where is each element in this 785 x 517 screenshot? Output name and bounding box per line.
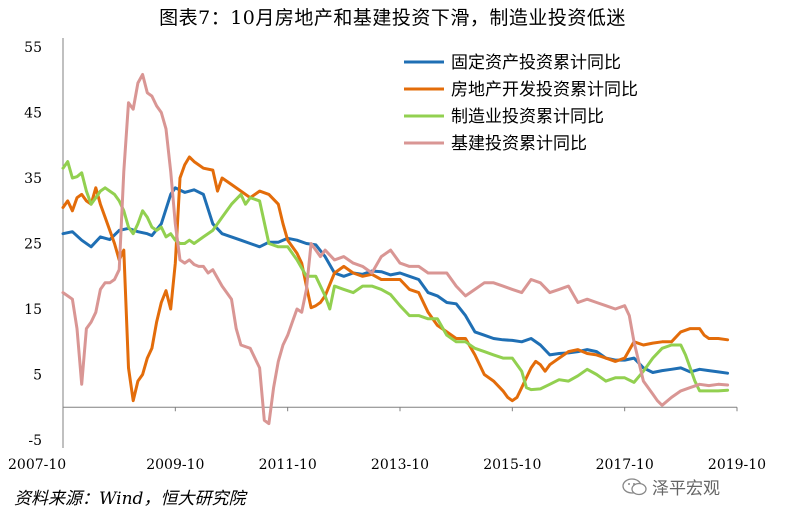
series-line-3 [61, 73, 730, 426]
x-tick-label: 2017-10 [596, 457, 654, 473]
x-tick-label: 2019-10 [708, 457, 766, 473]
y-tick-label: 15 [24, 302, 42, 318]
x-axis-ticks: 2007-10 2009-10 2011-10 2013-10 2015-10 2017-… [8, 407, 766, 473]
x-tick-label: 2011-10 [259, 457, 317, 473]
x-tick-label: 2007-10 [8, 457, 66, 473]
watermark-text: 泽平宏观 [652, 479, 720, 499]
y-tick-label: 55 [24, 40, 42, 56]
y-tick-label: 35 [24, 171, 42, 187]
x-tick-label: 2015-10 [483, 457, 541, 473]
series-layer [61, 73, 730, 426]
y-tick-label: 5 [33, 368, 42, 384]
source-note: 资料来源：Wind，恒大研究院 [14, 489, 246, 509]
legend-label: 制造业投资累计同比 [451, 107, 604, 127]
chart-title: 图表7：10月房地产和基建投资下滑，制造业投资低迷 [159, 7, 626, 29]
y-axis-ticks: 55 45 35 25 15 5 -5 [24, 40, 42, 449]
y-tick-label: -5 [28, 433, 42, 449]
legend-label: 房地产开发投资累计同比 [451, 80, 638, 100]
series-line-1 [61, 155, 730, 403]
legend-label: 基建投资累计同比 [451, 134, 587, 154]
wechat-icon [622, 477, 647, 495]
y-tick-label: 25 [24, 237, 42, 253]
watermark: 泽平宏观 [622, 474, 720, 499]
x-tick-label: 2009-10 [146, 457, 204, 473]
series-line-2 [61, 160, 730, 393]
legend-label: 固定资产投资累计同比 [451, 53, 621, 73]
x-tick-label: 2013-10 [371, 457, 429, 473]
y-tick-label: 45 [24, 106, 42, 122]
